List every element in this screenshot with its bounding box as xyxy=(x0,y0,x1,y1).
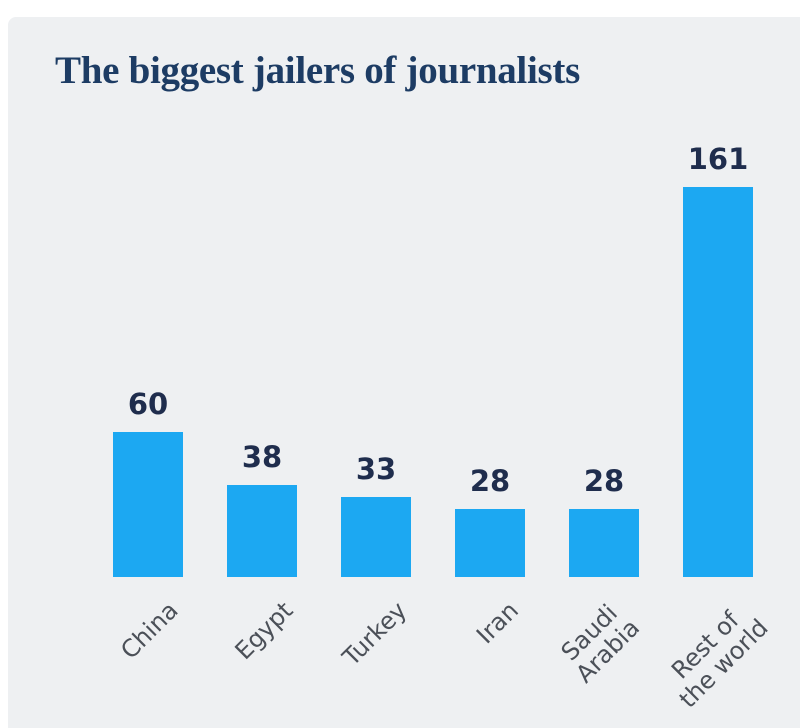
bar-china xyxy=(113,432,183,577)
bar-iran xyxy=(455,509,525,577)
chart-panel xyxy=(8,17,800,728)
bar-value-label: 28 xyxy=(583,464,625,498)
bar-saudi-arabia xyxy=(569,509,639,577)
bar-rest-of-the-world xyxy=(683,187,753,577)
bar-value-label: 28 xyxy=(469,464,511,498)
bar-turkey xyxy=(341,497,411,577)
bar-value-label: 60 xyxy=(127,387,169,421)
bar-value-label: 161 xyxy=(687,142,749,176)
bar-egypt xyxy=(227,485,297,577)
bar-value-label: 33 xyxy=(355,452,397,486)
bar-value-label: 38 xyxy=(241,440,283,474)
chart-title: The biggest jailers of journalists xyxy=(55,49,580,92)
